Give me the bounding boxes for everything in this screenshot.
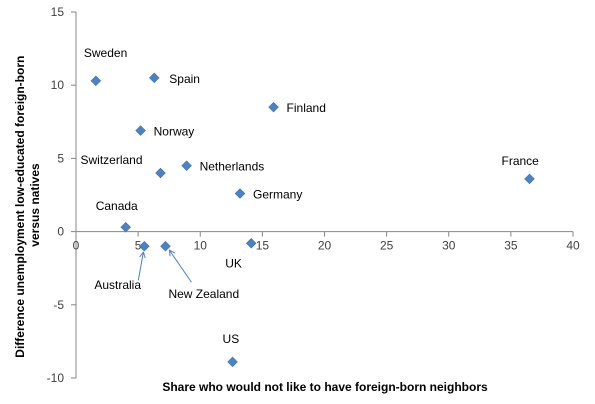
point-label: Germany bbox=[253, 188, 302, 202]
point-label: Netherlands bbox=[200, 160, 265, 174]
x-tick-label: 20 bbox=[318, 239, 332, 253]
point-label: Finland bbox=[287, 101, 326, 115]
data-point bbox=[524, 173, 535, 185]
point-label: Australia bbox=[94, 278, 141, 292]
point-label: Spain bbox=[169, 72, 200, 86]
data-point bbox=[245, 237, 257, 249]
label-arrows bbox=[137, 249, 192, 283]
y-axis-title-line-2: versus natives bbox=[28, 163, 42, 247]
x-tick-label: 10 bbox=[194, 239, 208, 253]
x-tick-label: 30 bbox=[442, 239, 456, 253]
point-label: Sweden bbox=[84, 46, 127, 60]
data-point bbox=[227, 356, 238, 368]
data-point bbox=[234, 188, 246, 199]
data-point bbox=[160, 240, 171, 252]
label-arrow bbox=[169, 249, 192, 283]
y-tick-label: -5 bbox=[53, 298, 64, 312]
y-tick-label: 5 bbox=[57, 151, 64, 165]
y-tick-label: 15 bbox=[51, 5, 65, 19]
axes bbox=[71, 11, 574, 379]
point-labels: Sweden Spain Finland Norway Switzerland Nethe… bbox=[80, 46, 539, 346]
point-label: New Zealand bbox=[168, 287, 239, 301]
data-point bbox=[120, 221, 132, 233]
data-point bbox=[268, 101, 279, 113]
data-point bbox=[135, 125, 146, 136]
label-arrow bbox=[137, 252, 144, 281]
data-point bbox=[90, 75, 102, 87]
data-point bbox=[138, 240, 150, 252]
point-label: US bbox=[223, 332, 240, 346]
point-label: Switzerland bbox=[80, 153, 142, 167]
y-tick-label: -10 bbox=[47, 371, 65, 385]
x-tick-label: 5 bbox=[135, 239, 142, 253]
y-tick-label: 0 bbox=[57, 225, 64, 239]
tick-labels: 15 10 5 0 -5 -10 0 5 10 15 20 25 30 35 40 bbox=[47, 5, 580, 385]
arrow-head bbox=[139, 251, 146, 259]
point-label: Canada bbox=[96, 199, 138, 213]
x-tick-label: 35 bbox=[504, 239, 518, 253]
y-tick-label: 10 bbox=[51, 78, 65, 92]
data-point bbox=[155, 167, 166, 179]
data-point bbox=[181, 160, 192, 172]
arrow-head bbox=[168, 249, 176, 257]
x-axis-title: Share who would not like to have foreign… bbox=[162, 380, 488, 394]
data-markers bbox=[90, 72, 535, 368]
y-axis-title: Difference unemployment low-educated for… bbox=[13, 52, 42, 357]
x-tick-label: 0 bbox=[73, 239, 80, 253]
data-point bbox=[148, 72, 160, 84]
y-axis-title-line-1: Difference unemployment low-educated for… bbox=[13, 56, 27, 358]
x-tick-label: 25 bbox=[380, 239, 394, 253]
point-label: Norway bbox=[154, 125, 195, 139]
x-tick-label: 15 bbox=[256, 239, 270, 253]
point-label: France bbox=[502, 154, 540, 168]
x-tick-label: 40 bbox=[566, 239, 580, 253]
point-label: UK bbox=[225, 256, 242, 270]
